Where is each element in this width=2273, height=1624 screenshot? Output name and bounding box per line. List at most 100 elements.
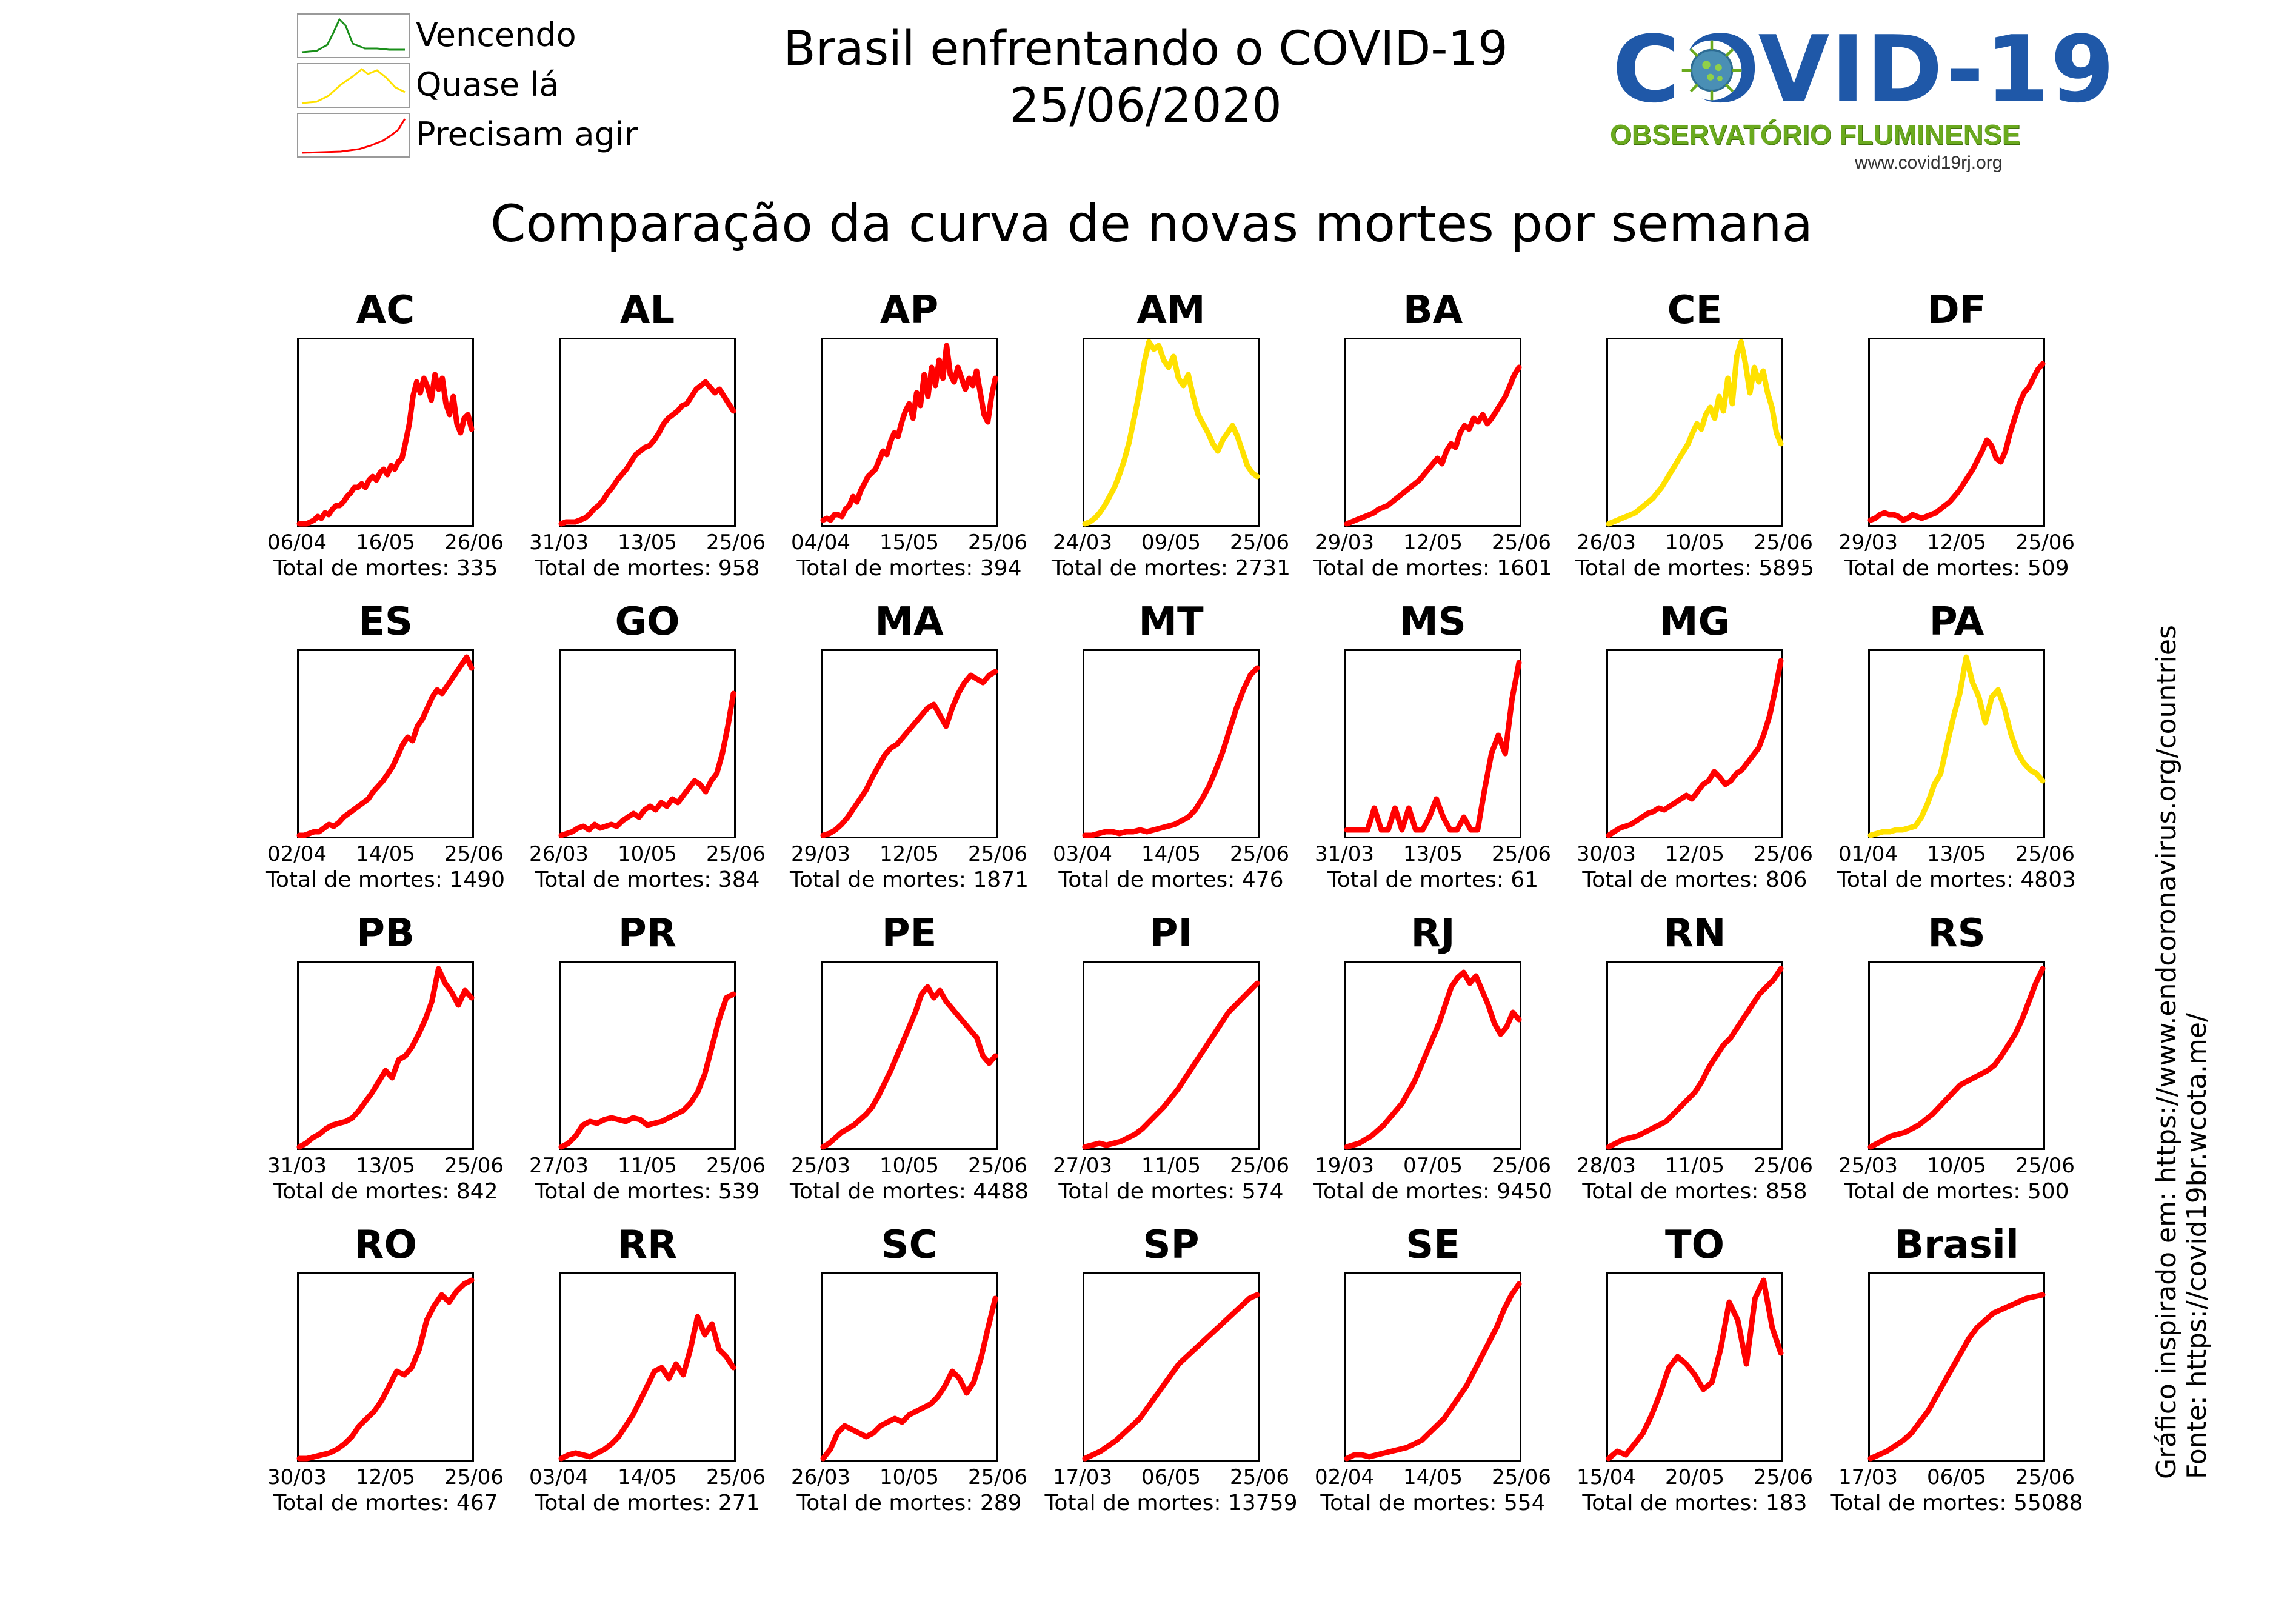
total-deaths-label: Total de mortes: 335 xyxy=(273,556,498,581)
panel-title: PE xyxy=(881,911,937,956)
x-tick-label: 25/06 xyxy=(1492,1154,1551,1178)
total-deaths-label: Total de mortes: 55088 xyxy=(1830,1491,2083,1515)
x-tick-label: 25/06 xyxy=(1230,1154,1289,1178)
panel-axes xyxy=(558,961,736,1150)
x-tick-label: 25/06 xyxy=(1230,530,1289,555)
series-line-es xyxy=(296,654,475,838)
virus-icon xyxy=(1681,40,1742,101)
x-tick-label: 13/05 xyxy=(618,530,677,555)
x-tick-label: 25/06 xyxy=(706,1465,766,1489)
legend-swatch-yellow xyxy=(297,63,410,108)
x-tick-label: 25/06 xyxy=(1230,1465,1289,1489)
x-tick-label: 10/05 xyxy=(879,1154,939,1178)
panel-title: CE xyxy=(1667,288,1723,333)
panel-plot xyxy=(296,372,475,527)
panel-title: RS xyxy=(1928,911,1986,956)
series-line-se xyxy=(1344,1281,1522,1462)
panel-title: PR xyxy=(618,911,677,956)
panel-title: MS xyxy=(1400,600,1466,644)
series-line-ac xyxy=(296,372,475,527)
status-legend: Vencendo Quase lá Precisam agir xyxy=(297,13,673,159)
panel-df: DF 29/03 12/05 25/06 Total de mortes: 509 xyxy=(1826,288,2088,591)
x-tick-label: 03/04 xyxy=(1053,842,1112,866)
panel-plot xyxy=(1082,665,1260,838)
panel-title: ES xyxy=(358,600,413,644)
x-tick-label: 25/06 xyxy=(968,530,1027,555)
panel-axes xyxy=(1867,338,2046,527)
panel-plot xyxy=(1344,660,1522,833)
panel-title: AL xyxy=(619,288,675,333)
panel-ro: RO 30/03 12/05 25/06 Total de mortes: 467 xyxy=(255,1223,516,1526)
total-deaths-label: Total de mortes: 858 xyxy=(1582,1179,1807,1204)
panel-plot xyxy=(820,343,998,523)
total-deaths-label: Total de mortes: 509 xyxy=(1844,556,2069,581)
panel-axes xyxy=(296,1272,475,1462)
panel-title: BA xyxy=(1403,288,1463,333)
panel-rj: RJ 19/03 07/05 25/06 Total de mortes: 9450 xyxy=(1302,911,1564,1214)
x-tick-label: 27/03 xyxy=(1053,1154,1112,1178)
x-tick-label: 07/05 xyxy=(1403,1154,1463,1178)
panel-title: TO xyxy=(1664,1223,1725,1268)
x-tick-label: 29/03 xyxy=(791,842,850,866)
panel-axes xyxy=(1867,961,2046,1150)
observatorio-logo: COVID-19 OBSERVATÓRIO FLUMINENSE www.cov… xyxy=(1606,18,2114,173)
panel-plot xyxy=(1867,654,2046,838)
x-tick-label: 25/06 xyxy=(1230,842,1289,866)
panel-ba: BA 29/03 12/05 25/06 Total de mortes: 1601 xyxy=(1302,288,1564,591)
panel-rs: RS 25/03 10/05 25/06 Total de mortes: 500 xyxy=(1826,911,2088,1214)
legend-label: Precisam agir xyxy=(416,115,638,153)
x-tick-label: 26/06 xyxy=(444,530,504,555)
panel-plot xyxy=(1867,1292,2046,1462)
x-tick-label: 30/03 xyxy=(1577,842,1636,866)
x-tick-label: 25/03 xyxy=(1838,1154,1898,1178)
x-tick-label: 24/03 xyxy=(1053,530,1112,555)
panel-mg: MG 30/03 12/05 25/06 Total de mortes: 806 xyxy=(1564,600,1826,903)
x-tick-label: 03/04 xyxy=(529,1465,589,1489)
legend-item-quase-la: Quase lá xyxy=(297,63,673,108)
x-tick-label: 31/03 xyxy=(267,1154,327,1178)
x-tick-label: 25/06 xyxy=(444,1154,504,1178)
series-line-go xyxy=(558,690,736,838)
panel-title: SE xyxy=(1406,1223,1460,1268)
total-deaths-label: Total de mortes: 574 xyxy=(1058,1179,1284,1204)
x-tick-label: 25/06 xyxy=(2015,1465,2075,1489)
panel-ap: AP 04/04 15/05 25/06 Total de mortes: 394 xyxy=(778,288,1040,591)
total-deaths-label: Total de mortes: 384 xyxy=(535,867,760,892)
panel-rn: RN 28/03 11/05 25/06 Total de mortes: 858 xyxy=(1564,911,1826,1214)
series-line-pa xyxy=(1867,654,2046,838)
x-tick-label: 25/06 xyxy=(1754,530,1813,555)
x-tick-label: 04/04 xyxy=(791,530,850,555)
panel-plot xyxy=(296,966,475,1150)
panel-axes xyxy=(1867,649,2046,838)
series-line-al xyxy=(558,379,736,527)
x-tick-label: 25/06 xyxy=(2015,842,2075,866)
legend-label: Vencendo xyxy=(416,16,576,54)
panel-axes xyxy=(1606,1272,1784,1462)
x-tick-label: 14/05 xyxy=(1403,1465,1463,1489)
series-line-sp xyxy=(1082,1292,1260,1462)
x-tick-label: 10/05 xyxy=(618,842,677,866)
panel-plot xyxy=(1344,1281,1522,1462)
x-tick-label: 25/06 xyxy=(1754,1154,1813,1178)
panel-axes xyxy=(558,649,736,838)
x-tick-label: 25/06 xyxy=(968,842,1027,866)
x-tick-label: 26/03 xyxy=(529,842,589,866)
panel-brasil: Brasil 17/03 06/05 25/06 Total de mortes: 55… xyxy=(1826,1223,2088,1526)
total-deaths-label: Total de mortes: 61 xyxy=(1327,867,1539,892)
x-tick-label: 17/03 xyxy=(1838,1465,1898,1489)
panel-title: SC xyxy=(881,1223,938,1268)
total-deaths-label: Total de mortes: 1490 xyxy=(265,867,506,892)
title-line: Brasil enfrentando o COVID-19 xyxy=(783,22,1508,76)
x-tick-label: 12/05 xyxy=(1927,530,1986,555)
panel-title: MA xyxy=(875,600,944,644)
x-tick-label: 13/05 xyxy=(356,1154,415,1178)
x-tick-label: 11/05 xyxy=(1141,1154,1201,1178)
x-tick-label: 15/05 xyxy=(879,530,939,555)
chart-subtitle: Comparação da curva de novas mortes por … xyxy=(490,194,1813,253)
total-deaths-label: Total de mortes: 4488 xyxy=(789,1179,1029,1204)
x-tick-label: 29/03 xyxy=(1315,530,1374,555)
panel-axes xyxy=(1082,338,1260,527)
total-deaths-label: Total de mortes: 271 xyxy=(535,1491,760,1515)
panel-mt: MT 03/04 14/05 25/06 Total de mortes: 476 xyxy=(1040,600,1302,903)
source-data: Fonte: https://covid19br.wcota.me/ xyxy=(2181,1013,2212,1479)
